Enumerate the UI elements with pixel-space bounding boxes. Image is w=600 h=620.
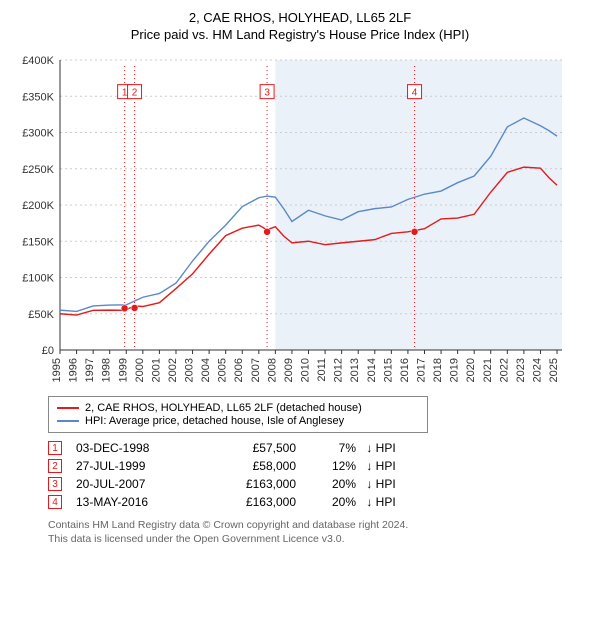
svg-text:2008: 2008	[266, 358, 278, 382]
svg-text:1996: 1996	[68, 358, 80, 382]
transaction-pct: 20%	[296, 477, 356, 491]
transaction-pct: 20%	[296, 495, 356, 509]
svg-text:2006: 2006	[233, 358, 245, 382]
svg-text:1: 1	[122, 88, 128, 99]
transaction-pct: 7%	[296, 441, 356, 455]
svg-text:2019: 2019	[449, 358, 461, 382]
svg-text:2007: 2007	[250, 358, 262, 382]
chart-subtitle: Price paid vs. HM Land Registry's House …	[10, 27, 590, 42]
chart-area: £0 £50K £100K £150K £200K £250K £300K £350K £400…	[10, 50, 590, 390]
svg-text:£400K: £400K	[22, 55, 54, 67]
svg-text:2021: 2021	[482, 358, 494, 382]
legend-label-blue: HPI: Average price, detached house, Isle…	[85, 415, 344, 427]
transaction-price: £58,000	[196, 459, 296, 473]
footer-line-2: This data is licensed under the Open Gov…	[48, 533, 590, 547]
legend-label-red: 2, CAE RHOS, HOLYHEAD, LL65 2LF (detache…	[85, 402, 362, 414]
transaction-date: 20-JUL-2007	[76, 477, 196, 491]
svg-text:£0: £0	[42, 345, 54, 357]
price-chart: £0 £50K £100K £150K £200K £250K £300K £350K £400…	[10, 50, 570, 390]
svg-text:1999: 1999	[117, 358, 129, 382]
svg-text:2015: 2015	[382, 358, 394, 382]
svg-text:2004: 2004	[200, 358, 212, 382]
svg-text:£350K: £350K	[22, 91, 54, 103]
legend-swatch-blue	[57, 420, 79, 422]
svg-text:2018: 2018	[432, 358, 444, 382]
svg-text:2010: 2010	[300, 358, 312, 382]
svg-text:1995: 1995	[51, 358, 63, 382]
footer-attribution: Contains HM Land Registry data © Crown c…	[48, 519, 590, 546]
svg-text:3: 3	[264, 88, 270, 99]
svg-text:£200K: £200K	[22, 200, 54, 212]
legend: 2, CAE RHOS, HOLYHEAD, LL65 2LF (detache…	[48, 396, 428, 433]
transaction-row: 3 20-JUL-2007£163,00020%↓ HPI	[48, 477, 590, 491]
svg-text:2011: 2011	[316, 358, 328, 382]
legend-row-blue: HPI: Average price, detached house, Isle…	[57, 415, 419, 427]
footer-line-1: Contains HM Land Registry data © Crown c…	[48, 519, 590, 533]
svg-text:£150K: £150K	[22, 236, 54, 248]
transaction-marker: 3	[48, 477, 62, 491]
svg-text:2014: 2014	[366, 358, 378, 382]
svg-text:4: 4	[412, 88, 418, 99]
legend-row-red: 2, CAE RHOS, HOLYHEAD, LL65 2LF (detache…	[57, 402, 419, 414]
transaction-direction: ↓ HPI	[356, 441, 406, 455]
transactions-table: 103-DEC-1998£57,5007%↓ HPI227-JUL-1999£5…	[48, 441, 590, 509]
svg-text:1998: 1998	[101, 358, 113, 382]
svg-text:1997: 1997	[84, 358, 96, 382]
svg-text:2003: 2003	[184, 358, 196, 382]
svg-text:2017: 2017	[415, 358, 427, 382]
transaction-direction: ↓ HPI	[356, 459, 406, 473]
transaction-row: 1 03-DEC-1998£57,5007%↓ HPI	[48, 441, 590, 455]
svg-text:£50K: £50K	[28, 309, 54, 321]
svg-text:2016: 2016	[399, 358, 411, 382]
svg-text:2025: 2025	[548, 358, 560, 382]
svg-text:2001: 2001	[150, 358, 162, 382]
chart-title: 2, CAE RHOS, HOLYHEAD, LL65 2LF	[10, 10, 590, 25]
svg-text:2020: 2020	[465, 358, 477, 382]
transaction-marker: 1	[48, 441, 62, 455]
transaction-date: 27-JUL-1999	[76, 459, 196, 473]
transaction-direction: ↓ HPI	[356, 495, 406, 509]
transaction-date: 03-DEC-1998	[76, 441, 196, 455]
svg-text:2013: 2013	[349, 358, 361, 382]
svg-text:2023: 2023	[515, 358, 527, 382]
transaction-price: £57,500	[196, 441, 296, 455]
transaction-date: 13-MAY-2016	[76, 495, 196, 509]
svg-text:2012: 2012	[333, 358, 345, 382]
transaction-row: 2 27-JUL-1999£58,00012%↓ HPI	[48, 459, 590, 473]
transaction-marker: 4	[48, 495, 62, 509]
transaction-price: £163,000	[196, 477, 296, 491]
svg-text:2000: 2000	[134, 358, 146, 382]
svg-text:2005: 2005	[217, 358, 229, 382]
svg-text:2: 2	[132, 88, 138, 99]
svg-text:2024: 2024	[531, 358, 543, 382]
svg-text:2022: 2022	[498, 358, 510, 382]
legend-swatch-red	[57, 407, 79, 409]
svg-text:£300K: £300K	[22, 128, 54, 140]
svg-text:2009: 2009	[283, 358, 295, 382]
svg-text:£100K: £100K	[22, 273, 54, 285]
svg-text:2002: 2002	[167, 358, 179, 382]
svg-text:£250K: £250K	[22, 164, 54, 176]
transaction-price: £163,000	[196, 495, 296, 509]
transaction-direction: ↓ HPI	[356, 477, 406, 491]
transaction-marker: 2	[48, 459, 62, 473]
transaction-pct: 12%	[296, 459, 356, 473]
transaction-row: 4 13-MAY-2016£163,00020%↓ HPI	[48, 495, 590, 509]
